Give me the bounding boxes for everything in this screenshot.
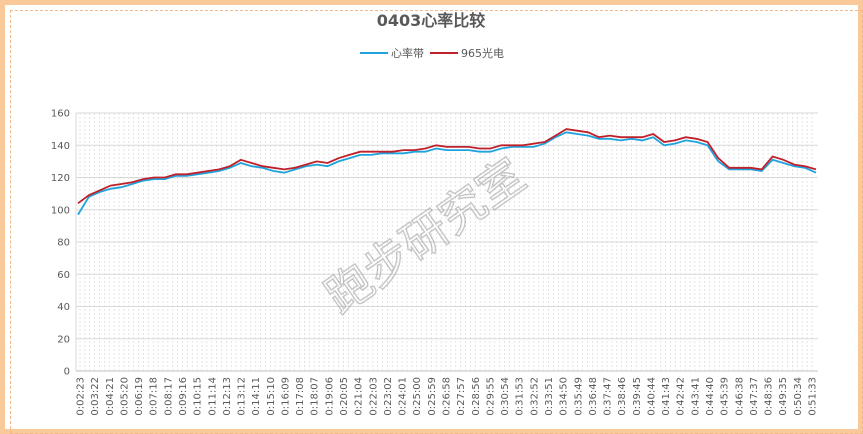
x-tick-label: 0:25:59	[427, 377, 438, 416]
x-tick-label: 0:13:12	[237, 377, 248, 416]
x-tick-label: 0:46:38	[734, 377, 745, 416]
x-tick-label: 0:45:39	[720, 377, 731, 416]
x-tick-label: 0:47:37	[749, 377, 760, 416]
y-tick-label: 0	[64, 367, 70, 378]
x-tick-label: 0:20:05	[339, 377, 350, 416]
x-tick-label: 0:07:18	[149, 377, 160, 416]
x-tick-label: 0:14:11	[251, 377, 262, 416]
x-tick-label: 0:17:08	[295, 377, 306, 416]
x-tick-label: 0:40:44	[646, 377, 657, 416]
y-tick-label: 80	[57, 238, 70, 249]
x-tick-label: 0:11:14	[207, 377, 218, 416]
x-tick-label: 0:22:03	[368, 377, 379, 416]
x-tick-label: 0:09:16	[178, 377, 189, 416]
x-tick-label: 0:39:45	[632, 377, 643, 416]
x-tick-label: 0:28:56	[471, 377, 482, 416]
x-tick-label: 0:10:15	[193, 377, 204, 416]
legend-label-hr-strap: 心率带	[391, 46, 424, 60]
x-tick-label: 0:36:48	[588, 377, 599, 416]
x-tick-label: 0:02:23	[76, 377, 87, 416]
y-axis: 0 20 40 60 80 100 120 140 160	[51, 109, 70, 378]
x-tick-label: 0:29:55	[485, 377, 496, 416]
y-tick-label: 100	[51, 205, 70, 216]
x-tick-label: 0:27:57	[456, 377, 467, 416]
x-tick-label: 0:26:58	[442, 377, 453, 416]
x-tick-label: 0:42:42	[676, 377, 687, 416]
x-tick-label: 0:34:50	[559, 377, 570, 416]
x-tick-label: 0:50:34	[793, 377, 804, 416]
x-tick-label: 0:21:04	[354, 377, 365, 416]
x-tick-label: 0:03:22	[90, 377, 101, 416]
x-tick-label: 0:41:43	[661, 377, 672, 416]
series-line-965-optical	[77, 128, 817, 205]
series-line-hr-strap	[77, 131, 817, 216]
x-tick-label: 0:31:53	[515, 377, 526, 416]
legend: 心率带 965光电	[360, 46, 504, 60]
x-tick-label: 0:51:33	[808, 377, 819, 416]
chart-title: 0403心率比较	[377, 11, 486, 30]
x-tick-label: 0:19:06	[324, 377, 335, 416]
x-tick-label: 0:32:52	[529, 377, 540, 416]
x-tick-label: 0:24:01	[398, 377, 409, 416]
x-tick-label: 0:33:51	[544, 377, 555, 416]
grid	[75, 112, 818, 372]
x-axis: 0:02:23 0:03:22 0:04:21 0:05:20 0:06:19 0:07:…	[76, 377, 819, 416]
x-tick-label: 0:23:02	[383, 377, 394, 416]
y-tick-label: 20	[57, 334, 70, 345]
x-tick-label: 0:30:54	[500, 377, 511, 416]
x-tick-label: 0:44:40	[705, 377, 716, 416]
x-tick-label: 0:05:20	[119, 377, 130, 416]
x-tick-label: 0:15:10	[266, 377, 277, 416]
x-tick-label: 0:38:46	[617, 377, 628, 416]
x-tick-label: 0:12:13	[222, 377, 233, 416]
y-tick-label: 160	[51, 109, 70, 120]
y-tick-label: 60	[57, 270, 70, 281]
x-tick-label: 0:06:19	[134, 377, 145, 416]
x-tick-label: 0:49:35	[778, 377, 789, 416]
x-tick-label: 0:08:17	[163, 377, 174, 416]
x-tick-label: 0:18:07	[310, 377, 321, 416]
y-tick-label: 120	[51, 173, 70, 184]
x-tick-label: 0:16:09	[280, 377, 291, 416]
x-tick-label: 0:48:36	[764, 377, 775, 416]
legend-label-965-optical: 965光电	[461, 46, 504, 60]
x-tick-label: 0:04:21	[105, 377, 116, 416]
y-tick-label: 40	[57, 302, 70, 313]
x-tick-label: 0:43:41	[690, 377, 701, 416]
y-tick-label: 140	[51, 141, 70, 152]
x-tick-label: 0:35:49	[573, 377, 584, 416]
x-tick-label: 0:37:47	[603, 377, 614, 416]
x-tick-label: 0:25:00	[412, 377, 423, 416]
